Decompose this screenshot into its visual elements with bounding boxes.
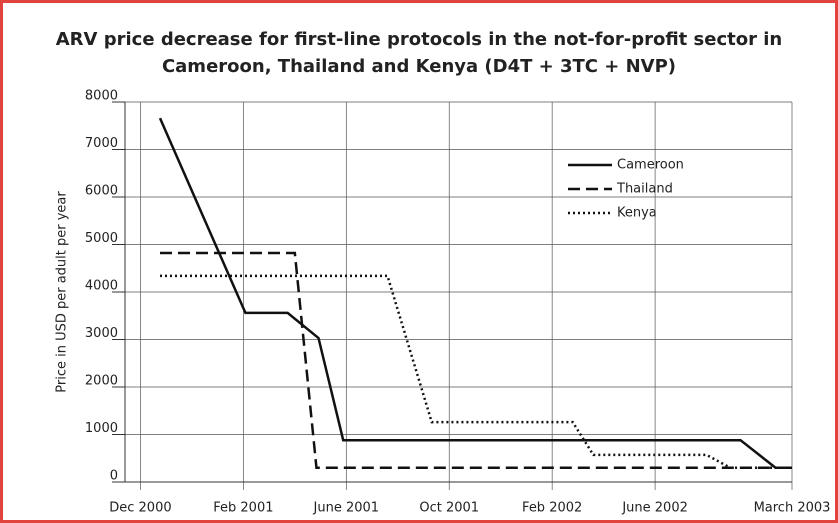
y-tick-label: 7000 xyxy=(85,136,118,151)
y-tick-label: 0 xyxy=(110,469,118,484)
chart-title: ARV price decrease for first-line protoc… xyxy=(56,29,783,50)
x-tick-label: Dec 2000 xyxy=(109,501,171,516)
chart-title: Cameroon, Thailand and Kenya (D4T + 3TC … xyxy=(162,56,676,77)
y-tick-label: 6000 xyxy=(85,184,118,199)
x-tick-label: June 2002 xyxy=(621,501,688,516)
y-tick-label: 4000 xyxy=(85,279,118,294)
x-tick-label: Feb 2002 xyxy=(522,501,582,516)
y-tick-label: 5000 xyxy=(85,231,118,246)
legend-label: Thailand xyxy=(616,182,673,197)
legend-label: Cameroon xyxy=(617,158,684,173)
y-tick-label: 2000 xyxy=(85,374,118,389)
series-line xyxy=(159,251,792,469)
y-tick-label: 3000 xyxy=(85,326,118,341)
x-tick-label: March 2003 xyxy=(754,501,831,516)
legend-label: Kenya xyxy=(617,206,657,221)
x-tick-label: Oct 2001 xyxy=(419,501,479,516)
series-line xyxy=(159,274,792,469)
series-line xyxy=(158,117,792,469)
y-tick-label: 8000 xyxy=(85,89,118,104)
x-tick-label: Feb 2001 xyxy=(213,501,273,516)
y-axis-label: Price in USD per adult per year xyxy=(55,191,70,393)
y-tick-label: 1000 xyxy=(85,421,118,436)
x-tick-label: June 2001 xyxy=(313,501,380,516)
